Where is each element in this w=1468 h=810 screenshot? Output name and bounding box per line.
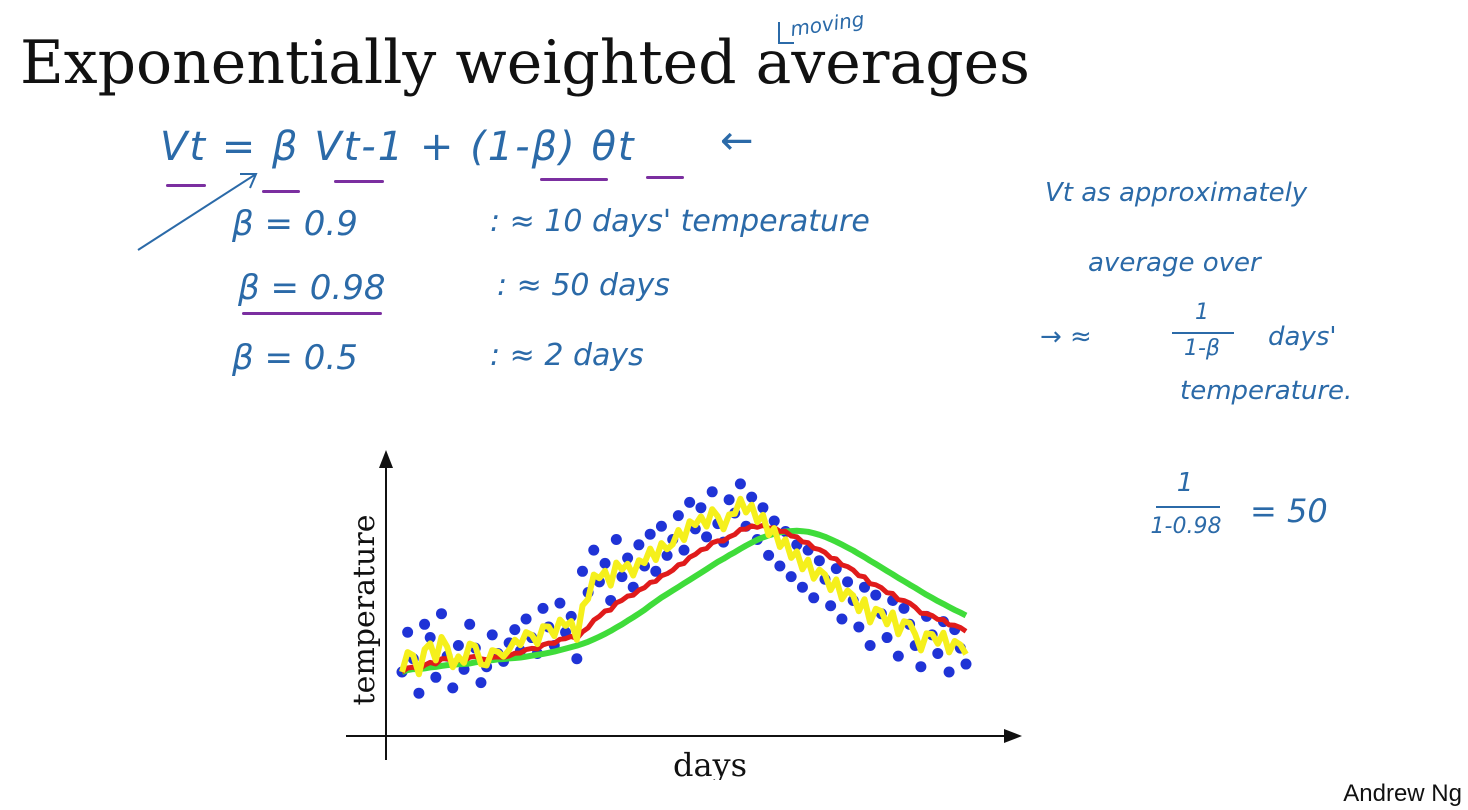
- beta-example-3: β = 0.5: [232, 338, 358, 378]
- data-point: [644, 528, 656, 540]
- data-point: [554, 597, 566, 609]
- underline-vt-1: [334, 180, 384, 183]
- data-point: [757, 502, 769, 514]
- data-point: [509, 624, 521, 636]
- data-point: [599, 557, 611, 569]
- data-point: [842, 576, 854, 588]
- fraction2-numerator: 1: [1176, 468, 1194, 498]
- data-point: [864, 640, 876, 651]
- data-point: [475, 677, 487, 689]
- data-point: [447, 682, 459, 694]
- data-point: [836, 613, 848, 625]
- data-point: [661, 549, 673, 561]
- y-axis-arrow: [379, 450, 393, 468]
- green-line-beta-098: [400, 527, 968, 675]
- data-point: [892, 650, 904, 662]
- data-point: [723, 494, 735, 506]
- data-point: [452, 640, 464, 651]
- data-point: [424, 632, 436, 644]
- data-point: [785, 571, 797, 583]
- data-point: [932, 647, 944, 659]
- insert-mark: [778, 22, 794, 44]
- slide-title: Exponentially weighted averages: [20, 28, 1030, 98]
- data-point: [734, 478, 746, 490]
- beta-example-1-note: : ≈ 10 days' temperature: [490, 204, 870, 239]
- data-point: [706, 486, 718, 498]
- data-point: [830, 563, 842, 575]
- data-point: [678, 544, 690, 556]
- data-point: [858, 581, 870, 593]
- data-point: [774, 560, 786, 572]
- data-point: [610, 534, 622, 545]
- data-point: [701, 531, 713, 543]
- formula-arrow: ←: [720, 118, 754, 164]
- data-point: [655, 520, 667, 532]
- underline-one-minus-beta: [540, 178, 608, 181]
- data-point: [898, 602, 910, 614]
- data-point: [402, 626, 414, 638]
- fraction2-bar: [1156, 506, 1220, 508]
- side-note-line1: Vt as approximately: [1045, 178, 1308, 208]
- underline-beta: [262, 190, 300, 193]
- data-point: [565, 610, 577, 622]
- data-point: [486, 629, 498, 641]
- underline-vt: [166, 184, 206, 187]
- data-point: [695, 502, 707, 514]
- x-axis-label: days: [673, 746, 747, 780]
- data-point: [633, 539, 645, 551]
- data-point: [464, 618, 476, 630]
- data-point: [825, 600, 837, 612]
- data-point: [588, 544, 600, 556]
- beta-example-2-note: : ≈ 50 days: [497, 268, 670, 303]
- data-point: [430, 671, 442, 683]
- data-point: [813, 555, 825, 567]
- data-point: [576, 565, 588, 577]
- data-point: [960, 658, 972, 670]
- data-point: [650, 565, 662, 577]
- data-point: [881, 632, 893, 644]
- underline-beta-098: [242, 312, 382, 315]
- temperature-chart: days temperature: [346, 450, 1022, 780]
- data-point: [419, 618, 431, 630]
- beta-example-1: β = 0.9: [232, 204, 358, 244]
- fraction1-numerator: 1: [1195, 300, 1209, 325]
- data-point: [435, 608, 447, 620]
- data-point: [915, 661, 927, 673]
- y-axis-label: temperature: [347, 515, 382, 706]
- side-note-line2: average over: [1088, 248, 1261, 278]
- data-point: [413, 687, 425, 699]
- ewa-formula: Vt = β Vt-1 + (1-β) θt: [160, 124, 636, 170]
- data-point: [672, 510, 684, 522]
- fraction2-result: = 50: [1250, 492, 1328, 530]
- data-point: [571, 653, 583, 665]
- side-note-line3-prefix: → ≈: [1040, 322, 1092, 352]
- data-point: [622, 552, 634, 564]
- x-axis-arrow: [1004, 729, 1022, 743]
- data-point: [808, 592, 820, 604]
- data-point: [684, 496, 696, 508]
- data-point: [870, 589, 882, 601]
- fraction2-denominator: 1-0.98: [1150, 514, 1222, 539]
- author-credit: Andrew Ng: [1343, 780, 1462, 807]
- beta-example-2: β = 0.98: [238, 268, 386, 308]
- side-note-line4: temperature.: [1180, 376, 1353, 406]
- pointer-arrow: [137, 173, 258, 251]
- data-point: [520, 613, 532, 625]
- underline-theta: [646, 176, 684, 179]
- data-point: [796, 581, 808, 593]
- data-point: [763, 549, 775, 561]
- beta-example-3-note: : ≈ 2 days: [490, 338, 644, 373]
- data-point: [746, 491, 758, 503]
- data-point: [943, 666, 955, 678]
- data-point: [616, 571, 628, 583]
- side-note-line3-suffix: days': [1268, 322, 1337, 352]
- data-point: [537, 602, 549, 614]
- red-line-beta-09: [400, 522, 968, 675]
- data-point: [853, 621, 865, 633]
- yellow-line-beta-05: [399, 495, 969, 678]
- fraction1-denominator: 1-β: [1184, 336, 1220, 361]
- fraction1-bar: [1172, 332, 1234, 334]
- data-point: [768, 515, 780, 527]
